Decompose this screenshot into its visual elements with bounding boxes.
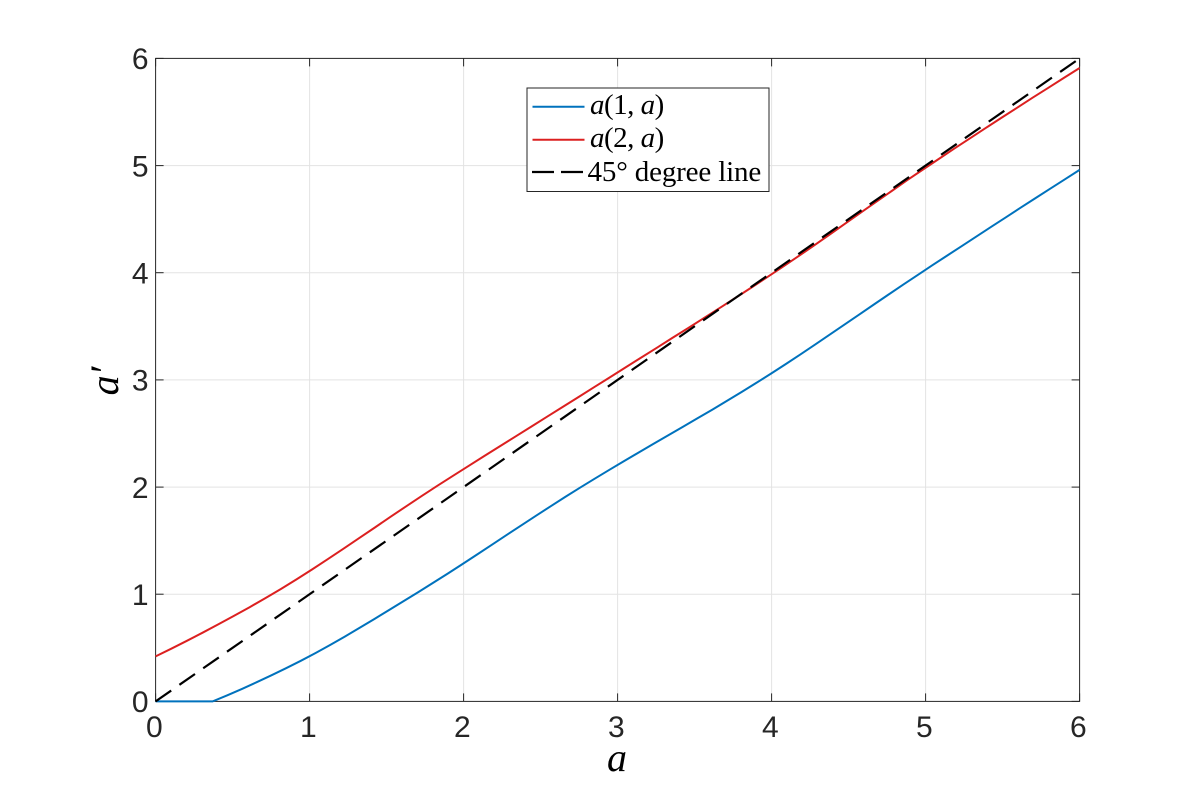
svg-text:a(2, a): a(2, a)	[590, 122, 664, 154]
svg-text:1: 1	[300, 711, 317, 744]
svg-text:2: 2	[132, 472, 149, 505]
svg-text:5: 5	[132, 150, 149, 183]
svg-text:2: 2	[454, 711, 471, 744]
svg-text:3: 3	[132, 365, 149, 398]
svg-text:6: 6	[1070, 711, 1087, 744]
svg-text:4: 4	[762, 711, 779, 744]
svg-text:3: 3	[608, 711, 625, 744]
svg-text:a: a	[607, 735, 627, 780]
svg-text:4: 4	[132, 258, 149, 291]
svg-text:6: 6	[132, 43, 149, 76]
svg-text:0: 0	[132, 686, 149, 719]
svg-text:45° degree line: 45° degree line	[588, 156, 762, 188]
svg-text:1: 1	[132, 579, 149, 612]
svg-text:5: 5	[916, 711, 933, 744]
svg-text:0: 0	[146, 711, 163, 744]
svg-text:a′: a′	[82, 365, 127, 395]
svg-text:a(1, a): a(1, a)	[590, 89, 664, 121]
